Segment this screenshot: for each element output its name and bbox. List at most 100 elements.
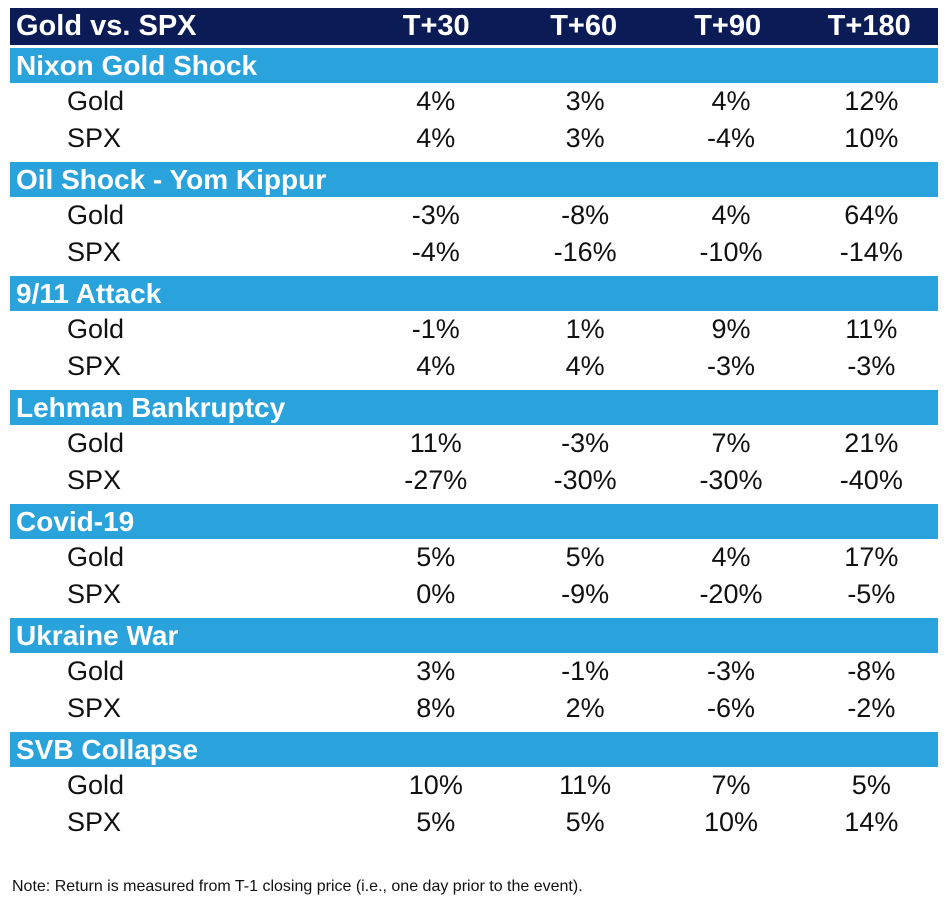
section-header: Ukraine War [10,618,938,653]
table-cell: 5% [565,807,605,837]
table-cell: -8% [847,656,896,686]
table-cell: -14% [839,237,903,267]
row-label: Gold [67,656,125,686]
table-cell: 4% [711,542,751,572]
row-label: Gold [67,314,125,344]
row-label: SPX [67,123,122,153]
table-cell: 5% [565,542,605,572]
table-cell: -2% [847,693,896,723]
table-cell: -5% [847,579,896,609]
table-row: SPX 8% 2% -6% -2% [10,690,938,727]
table-cell: -9% [561,579,610,609]
row-label: Gold [67,428,125,458]
table-cell: 5% [851,770,891,800]
table-cell: -40% [839,465,903,495]
table-cell: 5% [416,807,456,837]
table-body: Nixon Gold Shock Gold 4% 3% 4% 12% SPX 4% 3% -4% 1… [10,48,938,841]
table-cell: 2% [565,693,605,723]
table-cell: 11% [559,770,612,800]
table-cell: -1% [561,656,610,686]
section-header: Oil Shock - Yom Kippur [10,162,938,197]
row-label: SPX [67,351,122,381]
table-cell: -1% [411,314,460,344]
table-cell: -27% [404,465,468,495]
table-cell: 11% [409,428,462,458]
table-cell: 10% [408,770,463,800]
section-header: SVB Collapse [10,732,938,767]
table-row: SPX -27% -30% -30% -40% [10,462,938,499]
table-cell: 64% [844,200,899,230]
table-cell: 10% [703,807,758,837]
table-cell: 5% [416,542,456,572]
row-label: Gold [67,770,125,800]
table-row: SPX 4% 4% -3% -3% [10,348,938,385]
table-cell: 17% [844,542,899,572]
table-cell: 14% [844,807,899,837]
table-cell: 21% [844,428,899,458]
table-cell: 7% [711,428,751,458]
table-row: Gold 5% 5% 4% 17% [10,539,938,576]
table-cell: -20% [699,579,763,609]
table-cell: 3% [416,656,456,686]
table-cell: -3% [706,656,755,686]
row-label: SPX [67,237,122,267]
table-cell: 10% [844,123,899,153]
row-label: SPX [67,693,122,723]
table-cell: -30% [699,465,763,495]
table-cell: 4% [565,351,605,381]
table-cell: 3% [565,86,605,116]
table-row: Gold 11% -3% 7% 21% [10,425,938,462]
table-cell: 4% [416,351,456,381]
table-row: SPX 0% -9% -20% -5% [10,576,938,613]
table-row: Gold 3% -1% -3% -8% [10,653,938,690]
gold-vs-spx-table: Gold vs. SPX T+30 T+60 T+90 T+180 Nixon … [10,8,938,841]
table-cell: 1% [565,314,605,344]
table-header: Gold vs. SPX T+30 T+60 T+90 T+180 [10,8,938,45]
section-header: Nixon Gold Shock [10,48,938,83]
table-cell: -3% [411,200,460,230]
table-title: Gold vs. SPX [16,10,197,42]
table-cell: -3% [561,428,610,458]
table-row: Gold 4% 3% 4% 12% [10,83,938,120]
table-row: Gold -1% 1% 9% 11% [10,311,938,348]
table-row: SPX 5% 5% 10% 14% [10,804,938,841]
section-header: Lehman Bankruptcy [10,390,938,425]
table-cell: 0% [416,579,456,609]
row-label: SPX [67,579,122,609]
table-cell: -10% [699,237,763,267]
column-header-t180: T+180 [827,10,911,42]
table-cell: 9% [711,314,751,344]
table-cell: 4% [711,200,751,230]
table-row: Gold 10% 11% 7% 5% [10,767,938,804]
section-header: 9/11 Attack [10,276,938,311]
table-cell: -6% [706,693,755,723]
column-header-t30: T+30 [402,10,470,42]
column-header-t90: T+90 [694,10,762,42]
row-label: Gold [67,542,125,572]
table-row: SPX -4% -16% -10% -14% [10,234,938,271]
table-cell: 7% [711,770,751,800]
table-cell: 4% [711,86,751,116]
table-cell: -4% [411,237,460,267]
table-cell: 4% [416,86,456,116]
column-header-t60: T+60 [550,10,618,42]
table-cell: -3% [847,351,896,381]
row-label: Gold [67,86,125,116]
table-cell: 12% [844,86,899,116]
table-row: SPX 4% 3% -4% 10% [10,120,938,157]
table-cell: -30% [553,465,617,495]
footnote: Note: Return is measured from T-1 closin… [12,878,583,895]
table-cell: -4% [706,123,755,153]
table-cell: 8% [416,693,456,723]
table-cell: -16% [553,237,617,267]
table-cell: 3% [565,123,605,153]
row-label: Gold [67,200,125,230]
table-cell: 4% [416,123,456,153]
table-row: Gold -3% -8% 4% 64% [10,197,938,234]
table-cell: 11% [845,314,898,344]
row-label: SPX [67,807,122,837]
table-cell: -3% [706,351,755,381]
row-label: SPX [67,465,122,495]
section-header: Covid-19 [10,504,938,539]
table-cell: -8% [561,200,610,230]
